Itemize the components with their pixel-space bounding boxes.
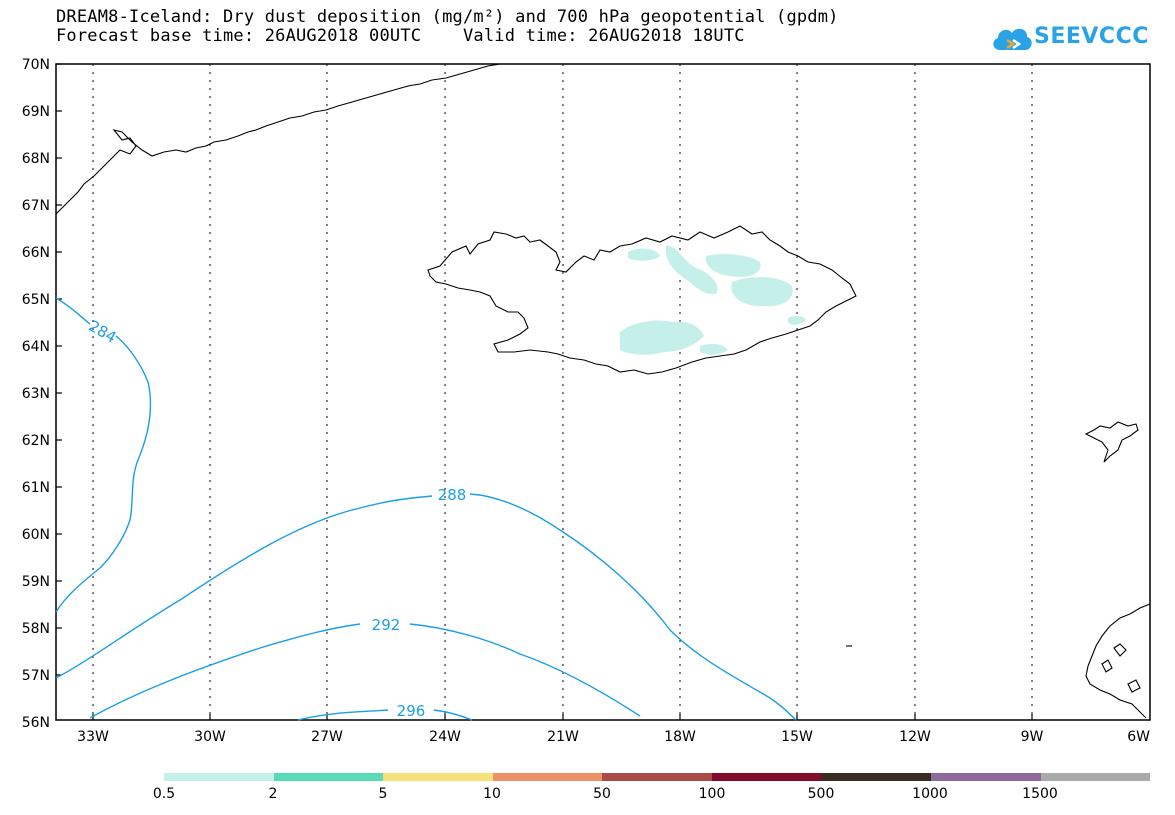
lon-label: 21W — [547, 729, 579, 745]
logo-text: SEEVCCC — [1034, 24, 1149, 49]
lat-label: 69N — [22, 104, 50, 120]
geopotential-contours — [55, 297, 797, 721]
color-legend-bar — [164, 773, 1151, 781]
lon-label: 18W — [664, 729, 696, 745]
seevccc-logo: SEEVCCC — [990, 20, 1150, 56]
legend-swatch — [273, 773, 384, 781]
dust-patch-east-coast — [788, 315, 806, 325]
dust-deposition-areas — [620, 245, 806, 355]
legend-swatch — [383, 773, 493, 781]
contour-284 — [55, 297, 152, 613]
lat-label: 62N — [22, 433, 50, 449]
lon-label: 33W — [77, 729, 109, 745]
legend-swatch — [930, 773, 1041, 781]
scotland-coastline — [1085, 603, 1151, 719]
dust-patch-east-1 — [705, 254, 761, 278]
color-legend-labels: 0.5 2 5 10 50 100 500 1000 1500 — [0, 786, 1175, 806]
legend-label: 1500 — [1022, 786, 1058, 802]
greenland-coastline — [55, 63, 510, 215]
dust-patch-north — [628, 248, 660, 261]
legend-label: 5 — [378, 786, 388, 802]
lat-label: 67N — [22, 198, 50, 214]
lat-label: 68N — [22, 151, 50, 167]
legend-label: 50 — [593, 786, 611, 802]
axis-ticks — [56, 63, 1033, 720]
faroe-islands-coastline — [1084, 421, 1139, 463]
contour-label-296: 296 — [397, 702, 426, 720]
lat-label: 63N — [22, 386, 50, 402]
cloud-icon — [993, 28, 1032, 50]
lat-label: 65N — [22, 292, 50, 308]
contour-292 — [89, 623, 641, 719]
lon-label: 24W — [429, 729, 461, 745]
lat-label: 70N — [22, 57, 50, 73]
legend-swatch — [711, 773, 822, 781]
lon-label: 15W — [781, 729, 813, 745]
lon-label: 9W — [1021, 729, 1044, 745]
legend-label: 0.5 — [152, 786, 176, 802]
map-title: DREAM8-Iceland: Dry dust deposition (mg/… — [56, 7, 839, 27]
iceland-coastline — [427, 225, 857, 375]
contour-296 — [297, 709, 473, 721]
legend-label: 500 — [807, 786, 835, 802]
lat-label: 60N — [22, 527, 50, 543]
coastlines — [55, 63, 1151, 719]
lat-label: 56N — [22, 715, 50, 731]
contour-label-288: 288 — [438, 486, 467, 504]
legend-swatch — [821, 773, 931, 781]
graticule — [92, 64, 1033, 720]
latitude-labels: 70N 69N 68N 67N 66N 65N 64N 63N 62N 61N 60N 59N 58N 5… — [22, 57, 50, 731]
legend-label: 10 — [483, 786, 501, 802]
legend-swatch — [602, 773, 712, 781]
lat-label: 57N — [22, 668, 50, 684]
lat-label: 64N — [22, 339, 50, 355]
legend-swatch — [492, 773, 603, 781]
lon-label: 6W — [1127, 729, 1150, 745]
dust-patch-southeast — [700, 343, 728, 355]
lat-label: 66N — [22, 245, 50, 261]
legend-label: 1000 — [912, 786, 948, 802]
legend-swatch — [164, 773, 274, 781]
legend-label: 2 — [268, 786, 278, 802]
dust-patch-northeast — [665, 245, 718, 295]
lat-label: 61N — [22, 480, 50, 496]
legend-label: 100 — [698, 786, 726, 802]
dust-patch-south — [620, 320, 704, 355]
lon-label: 27W — [311, 729, 343, 745]
longitude-labels: 33W 30W 27W 24W 21W 18W 15W 12W 9W 6W — [77, 729, 1150, 745]
lat-label: 58N — [22, 621, 50, 637]
map-frame — [55, 63, 1151, 721]
contour-288 — [55, 493, 797, 721]
legend-swatch — [1040, 773, 1151, 781]
contour-label-292: 292 — [372, 616, 401, 634]
dust-patch-east-2 — [731, 277, 793, 307]
lon-label: 30W — [194, 729, 226, 745]
map-subtitle-times: Forecast base time: 26AUG2018 00UTC Vali… — [56, 26, 745, 46]
contour-label-284: 284 — [86, 317, 120, 347]
lat-label: 59N — [22, 574, 50, 590]
lon-label: 12W — [899, 729, 931, 745]
scottish-islands — [1101, 643, 1141, 693]
